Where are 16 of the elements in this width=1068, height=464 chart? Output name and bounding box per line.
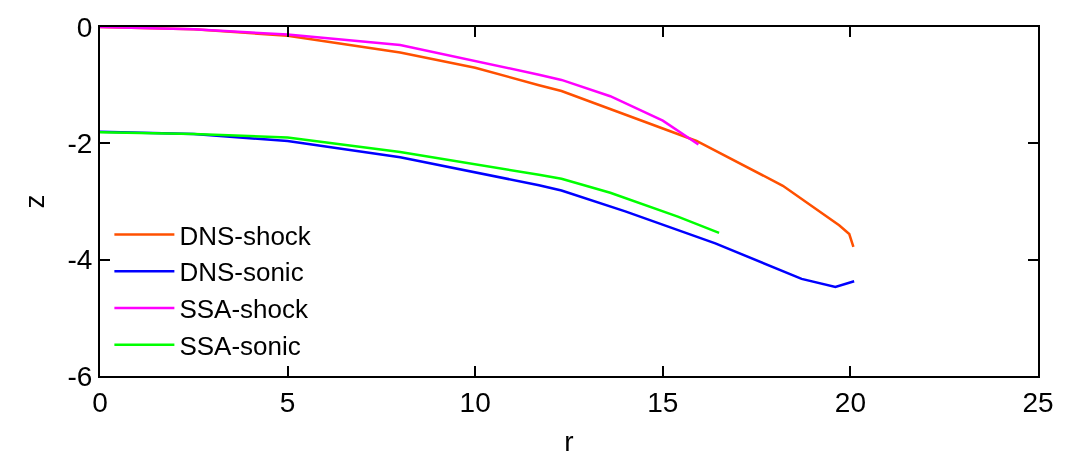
y-axis-title: z <box>18 194 50 209</box>
legend-label: SSA-shock <box>179 294 309 325</box>
x-tick-label: 5 <box>279 386 296 418</box>
legend-label: SSA-sonic <box>179 330 301 361</box>
line-series <box>100 27 700 146</box>
x-tick-label: 10 <box>459 386 491 418</box>
y-tick-label: -2 <box>67 128 93 160</box>
x-axis-title: r <box>564 426 574 458</box>
x-tick-label: 20 <box>834 386 866 418</box>
x-tick-label: 25 <box>1022 386 1054 418</box>
x-tick-label: 15 <box>647 386 679 418</box>
y-tick-label: -4 <box>67 244 93 276</box>
y-tick-label: -6 <box>67 360 93 392</box>
legend-label: DNS-shock <box>179 220 312 251</box>
legend-label: DNS-sonic <box>179 257 304 288</box>
y-tick-label: 0 <box>76 11 93 43</box>
